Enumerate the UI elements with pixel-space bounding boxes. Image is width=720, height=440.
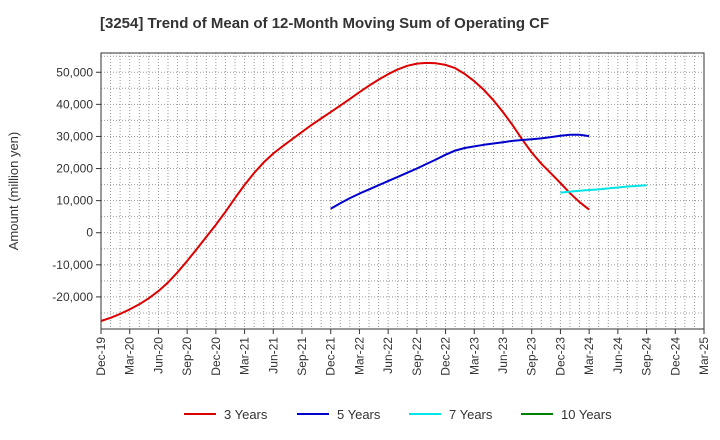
x-tick-label: Mar-22 — [352, 337, 366, 375]
x-tick-label: Dec-23 — [553, 337, 567, 376]
x-tick-label: Mar-24 — [582, 337, 596, 375]
x-tick-label: Jun-20 — [151, 337, 165, 374]
x-tick-label: Sep-21 — [295, 337, 309, 376]
y-tick-label: 20,000 — [56, 162, 93, 176]
legend-label: 7 Years — [449, 407, 493, 422]
legend-label: 10 Years — [561, 407, 612, 422]
x-tick-label: Dec-24 — [668, 337, 682, 376]
x-tick-label: Jun-24 — [611, 337, 625, 374]
x-tick-label: Jun-23 — [496, 337, 510, 374]
x-tick-label: Jun-21 — [266, 337, 280, 374]
legend: 3 Years 5 Years 7 Years 10 Years — [184, 407, 612, 422]
x-tick-label: Mar-23 — [467, 337, 481, 375]
series-lines — [100, 61, 647, 322]
x-tick-label: Dec-20 — [209, 337, 223, 376]
x-tick-label: Mar-25 — [697, 337, 711, 375]
x-tick-label: Jun-22 — [381, 337, 395, 374]
x-tick-label: Sep-22 — [410, 337, 424, 376]
x-tick-label: Sep-20 — [180, 337, 194, 376]
series-line-3-years — [100, 61, 590, 322]
y-tick-label: 0 — [86, 226, 93, 240]
y-tick-label: 50,000 — [56, 65, 93, 79]
x-axis-ticks: Dec-19 Mar-20 Jun-20 Sep-20 Dec-20 Mar-21 Jun-… — [94, 329, 711, 376]
y-axis-label: Amount (million yen) — [6, 132, 21, 251]
x-tick-label: Mar-21 — [238, 337, 252, 375]
chart-title: [3254] Trend of Mean of 12-Month Moving … — [100, 15, 549, 32]
series-line-7-years — [560, 184, 647, 194]
plot-area — [100, 52, 705, 330]
x-tick-label: Mar-20 — [123, 337, 137, 375]
x-tick-label: Dec-21 — [324, 337, 338, 376]
y-tick-label: 40,000 — [56, 97, 93, 111]
x-tick-label: Dec-22 — [439, 337, 453, 376]
legend-label: 5 Years — [337, 407, 381, 422]
legend-label: 3 Years — [224, 407, 268, 422]
x-tick-label: Sep-24 — [640, 337, 654, 376]
y-tick-label: 10,000 — [56, 194, 93, 208]
x-tick-label: Dec-19 — [94, 337, 108, 376]
y-tick-label: -20,000 — [52, 290, 93, 304]
series-line-5-years — [330, 133, 590, 210]
y-axis-ticks: -20,000 -10,000 0 10,000 20,000 30,000 40,000 5… — [52, 65, 101, 304]
y-tick-label: -10,000 — [52, 258, 93, 272]
x-tick-label: Sep-23 — [525, 337, 539, 376]
grid-lines — [101, 53, 704, 329]
y-tick-label: 30,000 — [56, 129, 93, 143]
